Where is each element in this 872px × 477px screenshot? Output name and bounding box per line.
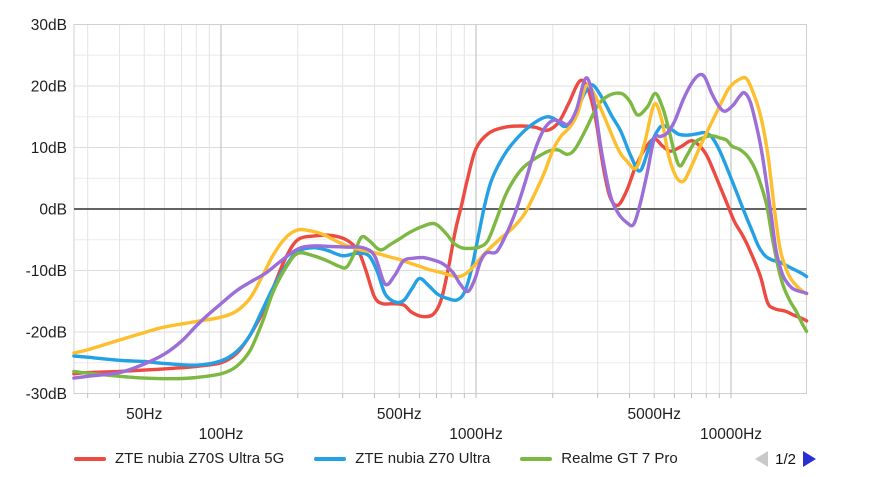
legend-prev-icon[interactable] bbox=[755, 451, 769, 467]
axis-tick-label: 500Hz bbox=[377, 406, 422, 423]
axis-tick-label: 100Hz bbox=[199, 426, 244, 443]
curve-series_purple bbox=[72, 72, 809, 380]
axis-tick-label: 30dB bbox=[31, 17, 67, 34]
legend-item-realme-gt-7-pro[interactable]: Realme GT 7 Pro bbox=[520, 447, 678, 471]
legend-page-indicator: 1/2 bbox=[775, 450, 796, 468]
legend-line-swatch-blue bbox=[314, 457, 347, 461]
curve-series_amber bbox=[72, 75, 809, 355]
axis-tick-labels: 30dB 20dB 10dB 0dB -10dB -20dB -30dB 50Hz 500Hz 5… bbox=[26, 17, 762, 443]
legend-pager: 1/2 bbox=[755, 451, 816, 468]
chart-curves bbox=[72, 72, 809, 381]
legend-line-swatch-green bbox=[520, 457, 553, 461]
chart-legend: ZTE nubia Z70S Ultra 5G ZTE nubia Z70 Ul… bbox=[74, 447, 816, 471]
legend-item-zte-nubia-z70-ultra[interactable]: ZTE nubia Z70 Ultra bbox=[314, 447, 490, 471]
plot-border bbox=[73, 24, 807, 394]
axis-tick-label: 5000Hz bbox=[628, 406, 681, 423]
axis-tick-label: -30dB bbox=[26, 386, 67, 403]
legend-item-zte-nubia-z70s-ultra-5g[interactable]: ZTE nubia Z70S Ultra 5G bbox=[74, 447, 284, 471]
axis-tick-label: 20dB bbox=[31, 79, 67, 96]
legend-label: ZTE nubia Z70S Ultra 5G bbox=[115, 450, 285, 467]
axis-tick-label: 50Hz bbox=[126, 406, 162, 423]
axis-tick-label: 10000Hz bbox=[700, 426, 762, 443]
legend-line-swatch-red bbox=[74, 457, 106, 461]
axis-ticks bbox=[87, 393, 732, 398]
legend-label: Realme GT 7 Pro bbox=[561, 450, 678, 467]
axis-tick-label: -10dB bbox=[26, 263, 67, 280]
frequency-response-chart: 30dB 20dB 10dB 0dB -10dB -20dB -30dB 50Hz 500Hz 5… bbox=[26, 17, 809, 443]
legend-next-icon[interactable] bbox=[803, 451, 816, 467]
legend-label: ZTE nubia Z70 Ultra bbox=[355, 450, 491, 467]
axis-tick-label: 1000Hz bbox=[449, 426, 502, 443]
axis-tick-label: 10dB bbox=[31, 140, 67, 157]
axis-tick-label: 0dB bbox=[39, 202, 67, 219]
curve-realme_gt_7_pro bbox=[72, 91, 809, 381]
axis-tick-label: -20dB bbox=[26, 325, 67, 342]
